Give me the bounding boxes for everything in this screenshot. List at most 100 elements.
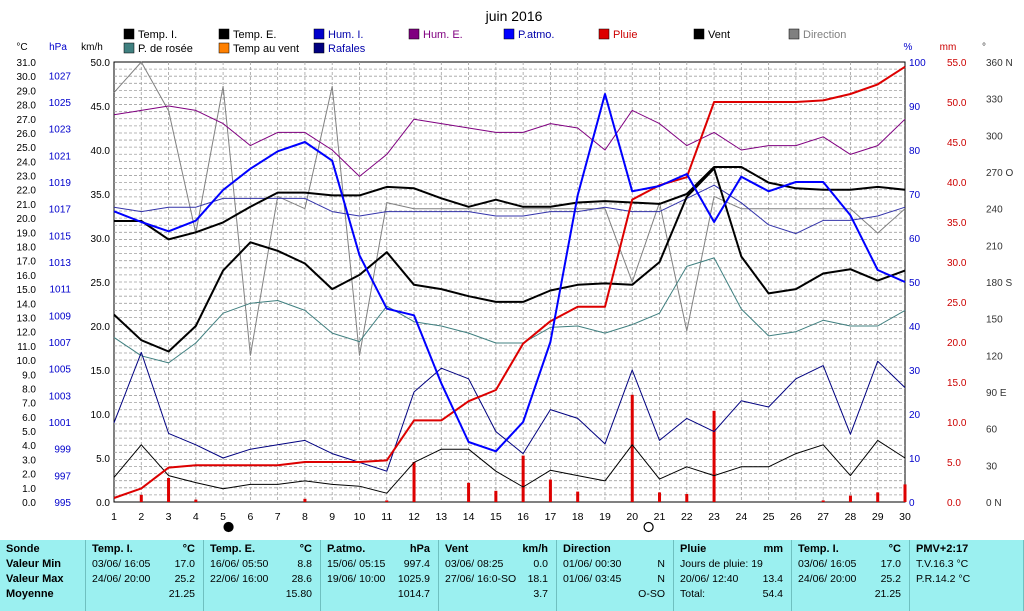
stats-cell-value: 21.25: [168, 588, 195, 600]
tick-label-right-pct: 50: [909, 278, 921, 289]
tick-label-right-deg: 360 N: [986, 58, 1013, 69]
legend-label: Temp. I.: [138, 29, 177, 41]
tick-label-left-c: 26.0: [17, 129, 37, 140]
tick-label-left-hpa: 1005: [49, 365, 72, 376]
tick-label-left-hpa: 995: [54, 498, 71, 509]
tick-label-right-deg: 330: [986, 95, 1003, 106]
tick-label-right-mm: 35.0: [947, 218, 967, 229]
x-tick-label: 16: [517, 511, 529, 523]
legend-label: Vent: [708, 29, 730, 41]
tick-label-right-mm: 0.0: [947, 498, 961, 509]
series-line-pluie: [113, 65, 906, 499]
stats-block-title: Temp. E.: [210, 543, 256, 555]
x-tick-label: 3: [166, 511, 172, 523]
legend-swatch: [313, 42, 325, 54]
axis-labels: °C hPa km/h% mm °: [16, 42, 986, 53]
x-tick-label: 25: [763, 511, 775, 523]
legend-swatch: [788, 28, 800, 40]
x-tick-label: 1: [111, 511, 117, 523]
series-line-vent: [113, 439, 906, 494]
legend-label: Pluie: [613, 29, 637, 41]
legend-label: Direction: [803, 29, 846, 41]
tick-label-left-kmh: 10.0: [91, 410, 111, 421]
x-tick-label: 30: [899, 511, 911, 523]
stats-block-title: Direction: [563, 543, 611, 555]
stats-cell-text: 22/06/ 16:00: [210, 573, 269, 585]
stats-cell-value: 21.25: [874, 588, 901, 600]
tick-label-left-c: 6.0: [22, 413, 36, 424]
x-tick-label: 29: [872, 511, 884, 523]
tick-label-left-c: 1.0: [22, 484, 36, 495]
tick-label-right-pct: 60: [909, 234, 921, 245]
tick-label-right-pct: 80: [909, 146, 921, 157]
stats-cell-text: 16/06/ 05:50: [210, 558, 269, 570]
stats-cell-value: 25.2: [174, 573, 195, 585]
legend-label: Hum. I.: [328, 29, 363, 41]
tick-label-right-pct: 10: [909, 454, 921, 465]
stats-cell-text: 19/06/ 10:00: [327, 573, 386, 585]
stats-cell-value: 1025.9: [397, 573, 430, 585]
legend-label: Temp au vent: [233, 43, 299, 55]
tick-label-right-deg: 30: [986, 461, 998, 472]
stats-cell-text: T.V.16.3 °C: [916, 558, 969, 570]
tick-label-left-c: 12.0: [17, 328, 37, 339]
tick-label-left-c: 7.0: [22, 399, 36, 410]
legend-swatch: [313, 28, 325, 40]
tick-label-left-c: 17.0: [17, 257, 37, 268]
tick-label-left-kmh: 20.0: [91, 322, 111, 333]
stats-block-1: Sonde Valeur Min Valeur Max Moyenne: [0, 540, 86, 611]
tick-label-right-deg: 60: [986, 425, 998, 436]
new-moon-icon: [223, 521, 234, 533]
tick-label-right-deg: 120: [986, 351, 1003, 362]
tick-label-right-deg: 300: [986, 131, 1003, 142]
tick-label-left-hpa: 1015: [49, 231, 72, 242]
x-tick-label: 8: [302, 511, 308, 523]
legend-swatch: [218, 28, 230, 40]
axis-label-right-deg: °: [982, 42, 986, 53]
stats-block-8: Temp. I. °C 03/06/ 16:05 17.0 24/06/ 20:00 25…: [792, 540, 910, 611]
legend-label: P. de rosée: [138, 43, 193, 55]
stats-block-7: Pluie mm Jours de pluie: 19 20/06/ 12:40 13.…: [674, 540, 792, 611]
stats-cell-value: 8.8: [297, 558, 312, 570]
stats-block-title: Temp. I.: [798, 543, 839, 555]
stats-block-title: Temp. I.: [92, 543, 133, 555]
series-line-p-de-ros-e: [113, 257, 906, 364]
series-line-rafales: [113, 351, 906, 472]
stats-cell-text: 20/06/ 12:40: [680, 573, 739, 585]
stats-cell-value: 18.1: [527, 573, 548, 585]
x-tick-label: 4: [193, 511, 199, 523]
x-tick-label: 24: [736, 511, 748, 523]
tick-label-right-deg: 270 O: [986, 168, 1013, 179]
stats-table: Sonde Valeur Min Valeur Max Moyenne Temp. I.…: [0, 540, 1024, 611]
tick-label-left-c: 0.0: [22, 498, 36, 509]
series-line-direction: [113, 61, 906, 356]
tick-label-right-mm: 40.0: [947, 178, 967, 189]
tick-label-left-c: 28.0: [17, 101, 37, 112]
x-tick-label: 20: [626, 511, 638, 523]
tick-label-left-c: 3.0: [22, 455, 36, 466]
tick-label-left-kmh: 25.0: [91, 278, 111, 289]
tick-label-left-c: 13.0: [17, 313, 37, 324]
rain-bar: [876, 492, 880, 502]
stats-cell-value: 1014.7: [397, 588, 430, 600]
tick-label-left-c: 20.0: [17, 214, 37, 225]
axis-label-left-hpa: hPa: [49, 42, 67, 53]
chart-title: juin 2016: [485, 8, 543, 24]
x-tick-label: 19: [599, 511, 611, 523]
stats-row-label: Valeur Min: [6, 558, 62, 570]
tick-label-right-pct: 100: [909, 58, 926, 69]
stats-block-9: PMV+2:17 T.V.16.3 °C P.R.14.2 °C: [910, 540, 1024, 611]
axis-label-left-kmh: km/h: [81, 42, 103, 53]
stats-block-4: P.atmo. hPa 15/06/ 05:15 997.4 19/06/ 10:00 1…: [321, 540, 439, 611]
x-tick-label: 7: [275, 511, 281, 523]
stats-cell-text: 03/06/ 16:05: [798, 558, 857, 570]
stats-cell-value: 54.4: [762, 588, 783, 600]
moon-markers: [223, 521, 654, 533]
tick-label-left-hpa: 1019: [49, 178, 72, 189]
stats-block-3: Temp. E. °C 16/06/ 05:50 8.8 22/06/ 16:00 28.…: [204, 540, 321, 611]
rain-bar: [494, 490, 498, 502]
tick-label-right-mm: 55.0: [947, 58, 967, 69]
x-tick-label: 12: [408, 511, 420, 523]
stats-block-5: Vent km/h 03/06/ 08:25 0.0 27/06/ 16:0-SO 18.…: [439, 540, 557, 611]
tick-labels: 0.01.02.03.04.05.06.07.08.09.010.011.012…: [17, 58, 1014, 523]
